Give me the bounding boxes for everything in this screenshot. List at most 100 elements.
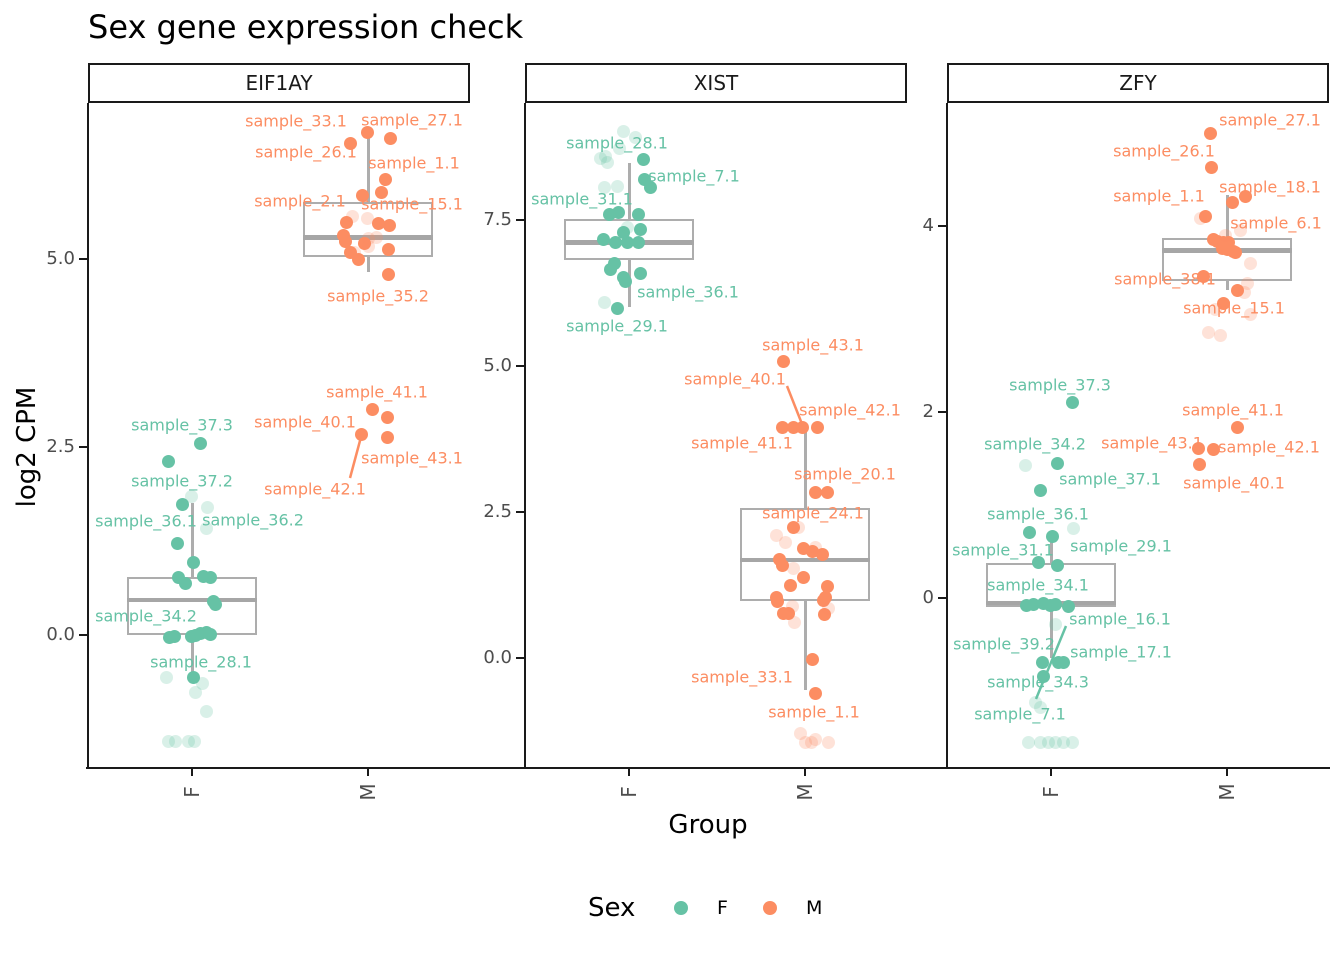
- sample-label: sample_41.1: [691, 433, 793, 453]
- data-point: [795, 420, 809, 434]
- sample-label: sample_41.1: [326, 382, 428, 402]
- sample-label: sample_15.1: [361, 194, 463, 214]
- data-point: [610, 301, 624, 315]
- data-point: [786, 520, 800, 534]
- data-point: [633, 266, 647, 280]
- data-point: [360, 126, 374, 140]
- data-point: [776, 355, 790, 369]
- data-point: [1216, 296, 1230, 310]
- data-point: [805, 652, 819, 666]
- whisker-upper: [1225, 195, 1229, 239]
- data-point: [804, 735, 818, 749]
- data-point: [175, 497, 189, 511]
- data-point: [200, 501, 214, 515]
- data-point: [821, 736, 835, 750]
- data-point: [1065, 396, 1079, 410]
- data-point: [785, 599, 799, 613]
- data-point: [1050, 558, 1064, 572]
- sample-label: sample_33.1: [691, 667, 793, 687]
- data-point: [1240, 277, 1254, 291]
- data-point: [382, 218, 396, 232]
- sample-label: sample_29.1: [1070, 536, 1172, 556]
- data-point: [598, 150, 612, 164]
- data-point: [1056, 735, 1070, 749]
- sample-label: sample_37.1: [1059, 469, 1161, 489]
- x-tick: [191, 769, 193, 776]
- x-tick: [1226, 769, 1228, 776]
- sample-label: sample_34.3: [987, 672, 1089, 692]
- data-point: [1065, 735, 1079, 749]
- data-point: [820, 486, 834, 500]
- sample-label: sample_34.2: [95, 606, 197, 626]
- sample-label: sample_26.1: [255, 142, 357, 162]
- data-point: [775, 421, 789, 435]
- data-point: [357, 236, 371, 250]
- sample-label: sample_43.1: [361, 448, 463, 468]
- chart-title: Sex gene expression check: [88, 8, 524, 46]
- x-axis-title: Group: [668, 810, 748, 840]
- sample-label: sample_36.1: [987, 504, 1089, 524]
- sample-label: sample_41.1: [1182, 400, 1284, 420]
- whisker-lower: [190, 635, 194, 672]
- data-point: [186, 556, 200, 570]
- data-point: [1045, 530, 1059, 544]
- data-point: [161, 454, 175, 468]
- data-point: [608, 235, 622, 249]
- y-tick: [938, 225, 946, 227]
- sample-label: sample_36.1: [95, 511, 197, 531]
- sample-label: sample_1.1: [1113, 186, 1205, 206]
- data-point: [374, 186, 388, 200]
- data-point: [1230, 421, 1244, 435]
- data-point: [1056, 655, 1070, 669]
- data-point: [1198, 210, 1212, 224]
- sample-label: sample_1.1: [368, 153, 460, 173]
- data-point: [1228, 245, 1242, 259]
- whisker-lower: [1225, 280, 1229, 291]
- data-point: [1066, 521, 1080, 535]
- data-point: [338, 235, 352, 249]
- data-point: [805, 544, 819, 558]
- x-tick-label: M: [356, 783, 380, 801]
- data-point: [371, 217, 385, 231]
- data-point: [354, 428, 368, 442]
- sample-label: sample_15.1: [1183, 298, 1285, 318]
- data-point: [618, 274, 632, 288]
- boxplot-median: [127, 597, 257, 603]
- sample-label: sample_37.3: [1009, 375, 1111, 395]
- data-point: [600, 156, 614, 170]
- y-axis-line: [87, 103, 89, 768]
- data-point: [1191, 441, 1205, 455]
- data-point: [775, 558, 789, 572]
- sample-label: sample_29.1: [566, 316, 668, 336]
- data-point: [378, 172, 392, 186]
- data-point: [786, 561, 800, 575]
- sample-label: sample_35.2: [327, 286, 429, 306]
- data-point: [808, 540, 822, 554]
- sample-label: sample_27.1: [361, 110, 463, 130]
- data-point: [343, 136, 357, 150]
- data-point: [380, 411, 394, 425]
- y-tick-label: 2: [922, 401, 934, 422]
- data-point: [636, 152, 650, 166]
- data-point: [593, 151, 607, 165]
- sample-label: sample_31.1: [531, 189, 633, 209]
- sample-label: sample_43.1: [762, 335, 864, 355]
- data-point: [351, 252, 365, 266]
- data-point: [208, 597, 222, 611]
- whisker-lower: [803, 600, 807, 691]
- data-point: [203, 571, 217, 585]
- data-point: [1193, 212, 1207, 226]
- y-tick-label: 0.0: [46, 624, 75, 645]
- sample-label: sample_37.2: [131, 471, 233, 491]
- data-point: [1201, 326, 1215, 340]
- data-point: [810, 421, 824, 435]
- sample-label: sample_1.1: [768, 702, 860, 722]
- data-point: [161, 734, 175, 748]
- y-axis-line: [946, 103, 948, 768]
- data-point: [1033, 701, 1047, 715]
- data-point: [168, 734, 182, 748]
- data-point: [597, 296, 611, 310]
- data-point: [199, 705, 213, 719]
- data-point: [195, 677, 209, 691]
